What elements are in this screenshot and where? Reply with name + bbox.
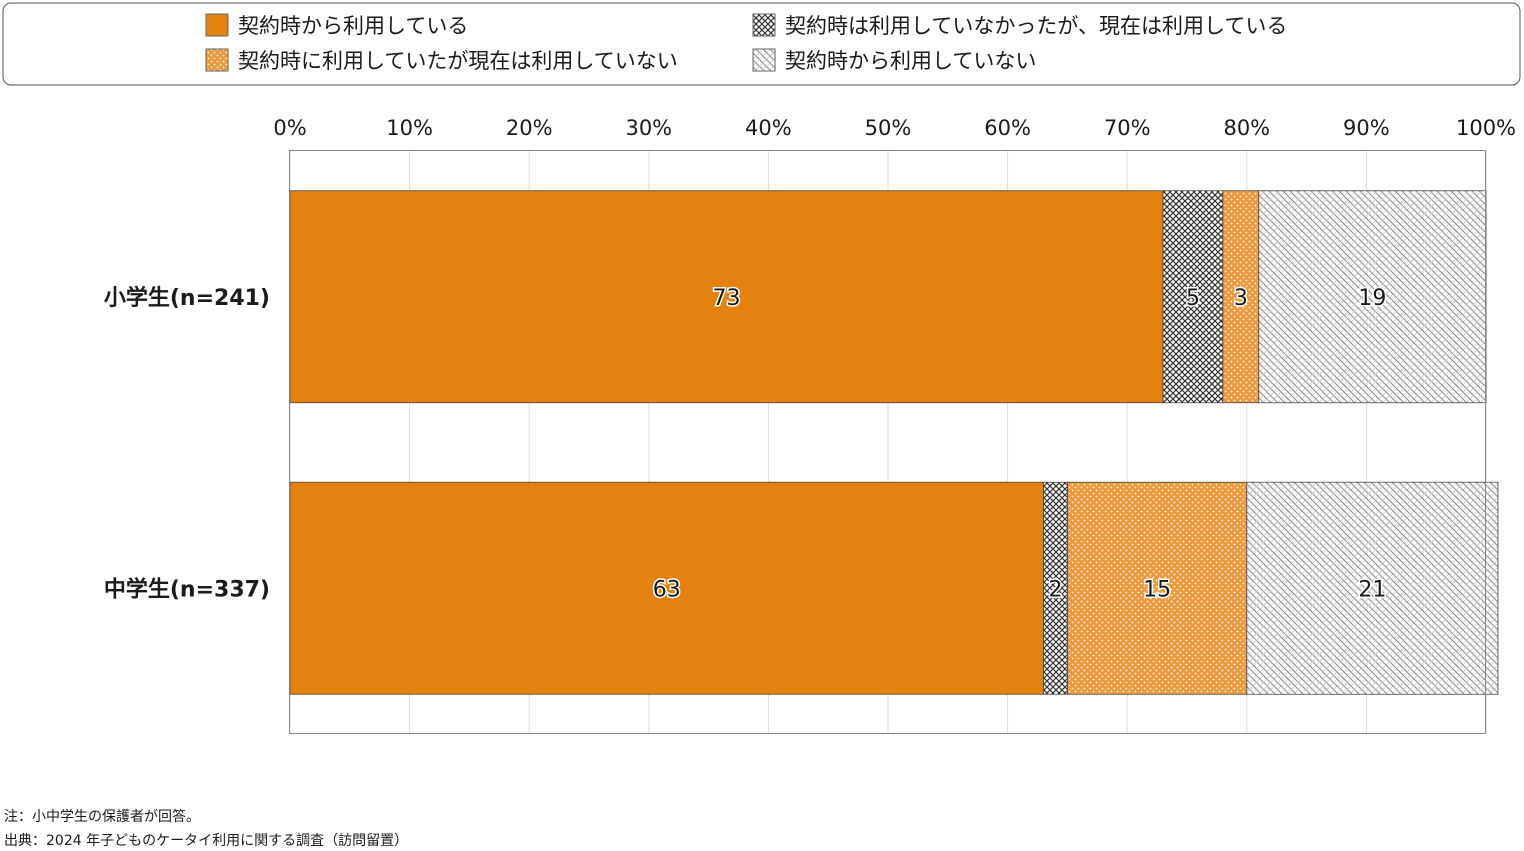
legend-swatch-3 <box>205 48 229 72</box>
x-axis-ticks: 0% 10% 20% 30% 40% 50% 60% 70% 80% 90% 100% <box>273 116 1516 140</box>
bar-segment-1-1 <box>289 190 1164 404</box>
legend-label-4: 契約時から利用していない <box>785 49 1036 73</box>
data-label-2-1: 63 <box>653 577 681 602</box>
legend-box <box>2 2 1521 86</box>
bar-segment-1-4 <box>1258 190 1487 404</box>
legend-swatch-2 <box>752 13 776 37</box>
x-tick-label-8: 80% <box>1223 116 1270 140</box>
legend-label-3: 契約時に利用していたが現在は利用していない <box>238 49 678 73</box>
data-label-1-3: 3 <box>1234 286 1248 311</box>
legend-label-2: 契約時は利用していなかったが、現在は利用している <box>785 14 1287 38</box>
data-label-1-1: 73 <box>713 286 741 311</box>
note-text: 注：小中学生の保護者が回答。 <box>4 809 200 825</box>
category-label-2: 中学生(n=337) <box>104 576 270 602</box>
x-tick-label-9: 90% <box>1343 116 1390 140</box>
bar-segment-1-2 <box>1162 190 1224 404</box>
x-tick-label-3: 30% <box>625 116 672 140</box>
data-label-2-2: 2 <box>1048 577 1062 602</box>
bars: 73 5 3 19 63 2 15 21 <box>289 190 1499 695</box>
data-label-1-4: 19 <box>1358 286 1386 311</box>
bar-segment-1-3 <box>1222 190 1260 404</box>
x-tick-label-10: 100% <box>1456 116 1516 140</box>
data-label-1-2: 5 <box>1186 286 1200 311</box>
x-tick-label-4: 40% <box>745 116 792 140</box>
x-tick-label-1: 10% <box>386 116 433 140</box>
x-tick-label-0: 0% <box>273 116 306 140</box>
plot-frame <box>289 150 1486 734</box>
category-label-1: 小学生(n=241) <box>104 285 270 311</box>
legend-label-1: 契約時から利用している <box>238 14 468 38</box>
x-tick-label-5: 50% <box>865 116 912 140</box>
source-text: 出典：2024 年子どものケータイ利用に関する調査（訪問留置） <box>4 833 409 849</box>
bar-segment-2-3 <box>1067 481 1248 695</box>
data-label-2-3: 15 <box>1143 577 1171 602</box>
bar-segment-2-1 <box>289 481 1044 695</box>
legend-swatch-4 <box>752 48 776 72</box>
legend-swatch-1 <box>205 13 229 37</box>
x-tick-label-2: 20% <box>506 116 553 140</box>
bar-segment-2-4 <box>1246 481 1499 695</box>
x-tick-label-6: 60% <box>984 116 1031 140</box>
x-tick-label-7: 70% <box>1104 116 1151 140</box>
category-labels: 小学生(n=241) 中学生(n=337) <box>104 285 270 603</box>
data-label-2-4: 21 <box>1358 577 1386 602</box>
